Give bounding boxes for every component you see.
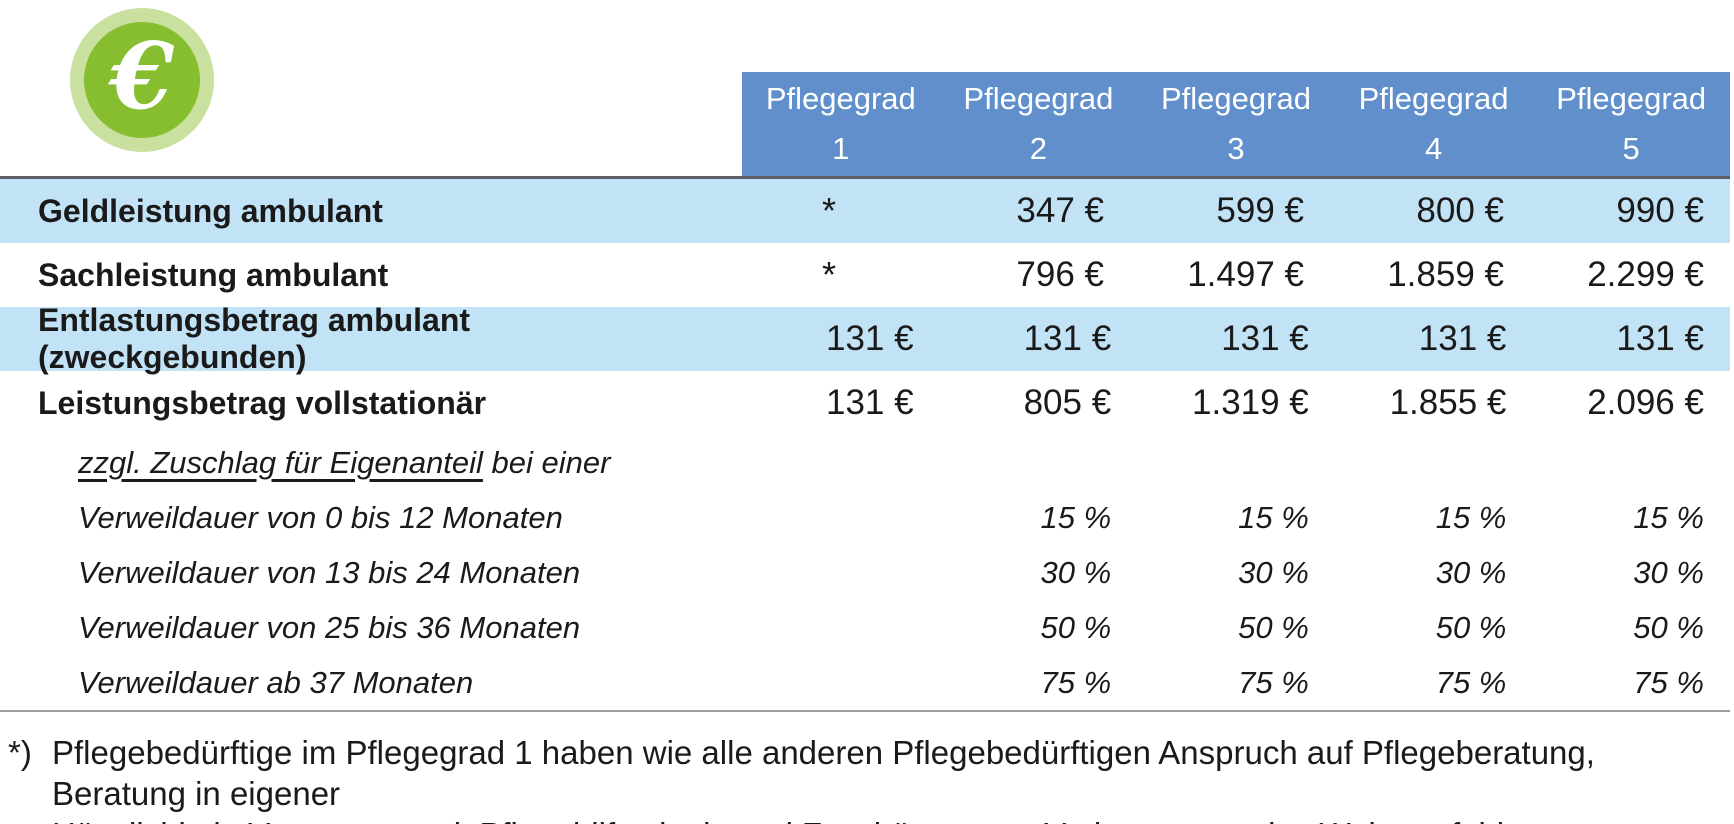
cell-value: 75 %	[1238, 664, 1309, 700]
footnote: *) Pflegebedürftige im Pflegegrad 1 habe…	[8, 732, 1734, 824]
column-header-word: Pflegegrad	[765, 81, 916, 116]
column-header-word: Pflegegrad	[1161, 81, 1311, 116]
cell-value: 50 %	[1435, 609, 1507, 645]
column-header-grade: 2	[1029, 131, 1048, 166]
row-label: Verweildauer von 13 bis 24 Monaten	[78, 554, 581, 590]
cell-value: 1.859 €	[1387, 255, 1504, 294]
column-header-pflegegrad-3: Pflegegrad 3	[1137, 72, 1335, 176]
surcharge-note-underlined: zzgl. Zuschlag für Eigenanteil	[78, 444, 483, 480]
column-header-grade: 3	[1227, 131, 1245, 166]
footnote-marker: *)	[8, 734, 32, 771]
cell-value: 347 €	[1016, 191, 1104, 230]
cell-value: 796 €	[1016, 255, 1104, 294]
cell-value: 75 %	[1435, 664, 1507, 700]
surcharge-note-rest: bei einer	[482, 444, 611, 480]
cell-value: 1.497 €	[1187, 255, 1304, 294]
cell-value: 1.319 €	[1192, 383, 1309, 422]
table-body: Geldleistung ambulant * 347 € 599 € 800 …	[0, 176, 1730, 712]
cell-value: 2.096 €	[1587, 383, 1704, 422]
footnote-line-2: Häuslichkeit, Versorgung mit Pflegehilfs…	[52, 814, 1734, 824]
table-row-surcharge-note: zzgl. Zuschlag für Eigenanteil bei einer	[0, 435, 1730, 490]
cell-value: 2.299 €	[1587, 255, 1704, 294]
row-label: Sachleistung ambulant	[38, 256, 389, 293]
cell-value: 50 %	[1040, 609, 1112, 645]
column-header-word: Pflegegrad	[963, 81, 1114, 116]
cell-asterisk: *	[821, 254, 836, 295]
row-label: Verweildauer von 0 bis 12 Monaten	[78, 499, 563, 535]
row-label: Leistungsbetrag vollstationär	[38, 384, 487, 421]
column-header-word: Pflegegrad	[1358, 81, 1509, 116]
cell-value: 15 %	[1238, 499, 1309, 535]
footnote-line-1: Pflegebedürftige im Pflegegrad 1 haben w…	[52, 734, 1595, 812]
cell-value: 131 €	[1221, 319, 1309, 358]
column-header-pflegegrad-2: Pflegegrad 2	[939, 72, 1138, 176]
column-header-pflegegrad-5: Pflegegrad 5	[1532, 72, 1730, 176]
column-header-pflegegrad-1: Pflegegrad 1	[742, 72, 940, 176]
surcharge-note-label: zzgl. Zuschlag für Eigenanteil bei einer	[0, 445, 742, 481]
cell-value: 15 %	[1040, 499, 1112, 535]
cell-value: 800 €	[1416, 191, 1504, 230]
cell-value: 990 €	[1616, 191, 1704, 230]
table-row-verweildauer-25-36: Verweildauer von 25 bis 36 Monaten 50 % …	[0, 600, 1730, 655]
row-label: Verweildauer von 25 bis 36 Monaten	[78, 609, 581, 645]
cell-value: 50 %	[1238, 609, 1309, 645]
table-row-verweildauer-13-24: Verweildauer von 13 bis 24 Monaten 30 % …	[0, 545, 1730, 600]
cell-value: 30 %	[1040, 554, 1112, 590]
cell-value: 131 €	[826, 383, 914, 422]
cell-value: 599 €	[1216, 191, 1304, 230]
column-header-word: Pflegegrad	[1556, 81, 1707, 116]
cell-value: 131 €	[1023, 319, 1112, 358]
cell-value: 30 %	[1435, 554, 1507, 590]
cell-value: 75 %	[1040, 664, 1112, 700]
cell-value: 131 €	[826, 319, 914, 358]
row-label: Verweildauer ab 37 Monaten	[78, 664, 474, 700]
euro-badge: €	[70, 8, 214, 152]
euro-badge-inner: €	[84, 22, 200, 138]
cell-value: 15 %	[1633, 499, 1704, 535]
row-label: Geldleistung ambulant	[38, 192, 383, 229]
cell-value: 1.855 €	[1389, 383, 1507, 422]
table-header-row: Pflegegrad 1 Pflegegrad 2 Pflegegrad 3 P…	[0, 72, 1730, 176]
table-row-sachleistung: Sachleistung ambulant * 796 € 1.497 € 1.…	[0, 243, 1730, 307]
cell-value: 131 €	[1418, 319, 1507, 358]
cell-asterisk: *	[821, 190, 836, 231]
benefits-table: Pflegegrad 1 Pflegegrad 2 Pflegegrad 3 P…	[0, 72, 1730, 712]
column-header-grade: 1	[832, 131, 850, 166]
column-header-grade: 4	[1424, 131, 1443, 166]
cell-value: 75 %	[1633, 664, 1704, 700]
cell-value: 131 €	[1616, 319, 1704, 358]
cell-value: 805 €	[1023, 383, 1112, 422]
cell-value: 30 %	[1238, 554, 1309, 590]
table-row-entlastungsbetrag: Entlastungsbetrag ambulant (zweckgebunde…	[0, 302, 1730, 375]
table-row-leistungsbetrag: Leistungsbetrag vollstationär 131 € 805 …	[0, 371, 1730, 435]
header-label-spacer	[0, 72, 742, 176]
table-row-verweildauer-0-12: Verweildauer von 0 bis 12 Monaten 15 % 1…	[0, 490, 1730, 545]
cell-value: 30 %	[1633, 554, 1704, 590]
cell-value: 15 %	[1435, 499, 1507, 535]
table-row-verweildauer-ab-37: Verweildauer ab 37 Monaten 75 % 75 % 75 …	[0, 655, 1730, 710]
footnote-text: Pflegebedürftige im Pflegegrad 1 haben w…	[52, 732, 1734, 824]
euro-icon: €	[109, 22, 174, 130]
table-row-geldleistung: Geldleistung ambulant * 347 € 599 € 800 …	[0, 179, 1730, 243]
column-header-grade: 5	[1622, 131, 1640, 166]
cell-value: 50 %	[1633, 609, 1704, 645]
row-label: Entlastungsbetrag ambulant (zweckgebunde…	[38, 302, 471, 375]
column-header-pflegegrad-4: Pflegegrad 4	[1334, 72, 1533, 176]
